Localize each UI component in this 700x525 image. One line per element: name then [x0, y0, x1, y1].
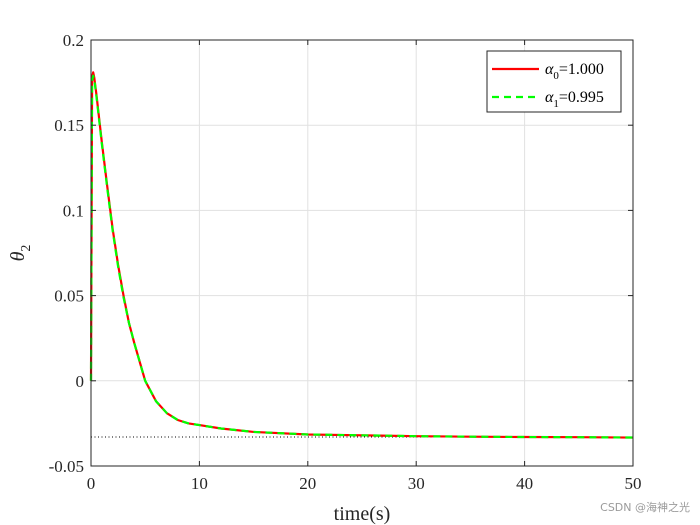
- y-axis-label: θ2: [7, 245, 34, 262]
- y-tick-label: 0.05: [54, 287, 84, 306]
- x-tick-label: 30: [408, 474, 425, 493]
- legend-label-0: α0=1.000: [545, 61, 604, 82]
- legend-box: [486, 50, 622, 113]
- x-tick-label: 0: [87, 474, 96, 493]
- y-tick-label: 0.1: [63, 201, 84, 220]
- y-tick-label: 0: [76, 372, 85, 391]
- series-line-1: [89, 74, 634, 439]
- legend-label-1: α1=0.995: [545, 89, 604, 110]
- series-layer: [89, 71, 634, 439]
- legend: α0=1.000 α1=0.995: [486, 50, 622, 113]
- watermark: CSDN @海神之光: [600, 501, 690, 514]
- y-axis-label-symbol: θ: [7, 251, 29, 261]
- svg-text:θ2: θ2: [7, 245, 34, 262]
- x-tick-label: 20: [299, 474, 316, 493]
- y-tick-label: 0.2: [63, 31, 84, 50]
- x-tick-label: 10: [191, 474, 208, 493]
- series-line-0: [89, 71, 634, 439]
- x-axis-label: time(s): [334, 503, 391, 525]
- y-tick-label: -0.05: [49, 457, 84, 476]
- x-tick-label: 50: [625, 474, 642, 493]
- y-tick-label: 0.15: [54, 116, 84, 135]
- y-axis-label-subscript: 2: [19, 245, 34, 252]
- x-tick-label: 40: [516, 474, 533, 493]
- plot-frame: [90, 39, 634, 467]
